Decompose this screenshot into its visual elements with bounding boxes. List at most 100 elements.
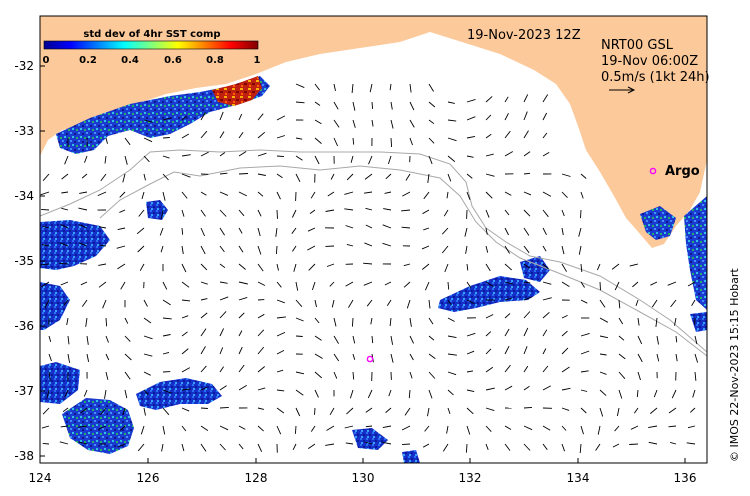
current-vector bbox=[124, 371, 131, 380]
current-vector bbox=[618, 335, 625, 341]
current-vector bbox=[78, 441, 88, 445]
current-vector bbox=[292, 443, 297, 451]
current-vector bbox=[276, 115, 286, 121]
current-vector bbox=[181, 133, 190, 139]
current-vector bbox=[485, 191, 493, 199]
current-vector bbox=[580, 263, 583, 273]
current-vector bbox=[424, 425, 430, 432]
current-vector bbox=[48, 371, 51, 381]
current-vector bbox=[257, 443, 263, 452]
current-vector bbox=[141, 191, 145, 200]
current-vector bbox=[599, 371, 607, 375]
current-vector bbox=[561, 191, 568, 199]
current-vector bbox=[599, 281, 601, 291]
current-vector bbox=[60, 281, 69, 286]
current-vector bbox=[561, 425, 567, 431]
current-vector bbox=[485, 173, 495, 177]
current-vector bbox=[504, 263, 513, 271]
current-vector bbox=[384, 281, 392, 286]
current-vector bbox=[104, 155, 107, 164]
current-vector bbox=[105, 371, 109, 380]
current-vector bbox=[257, 113, 264, 121]
current-vector bbox=[542, 112, 548, 121]
current-vector bbox=[422, 443, 430, 448]
current-vector bbox=[447, 371, 457, 376]
current-vector bbox=[447, 407, 451, 415]
current-vector bbox=[618, 299, 621, 309]
current-vector bbox=[382, 242, 392, 247]
current-vector bbox=[352, 371, 355, 380]
current-vector bbox=[105, 137, 108, 144]
current-vector bbox=[670, 441, 677, 445]
argo-float-marker bbox=[649, 167, 657, 175]
current-vector bbox=[161, 209, 164, 219]
current-vector bbox=[295, 317, 304, 322]
current-vector bbox=[295, 83, 305, 89]
current-vector bbox=[633, 407, 639, 414]
current-vector bbox=[651, 299, 658, 308]
current-vector bbox=[523, 425, 533, 431]
current-vector bbox=[428, 101, 436, 108]
current-vector bbox=[632, 281, 639, 288]
current-vector bbox=[276, 281, 282, 288]
isobaths bbox=[40, 149, 707, 357]
current-vector bbox=[295, 101, 305, 104]
current-vector bbox=[327, 191, 335, 197]
current-vector bbox=[382, 425, 392, 429]
current-vector bbox=[308, 263, 316, 271]
current-vector bbox=[67, 335, 70, 345]
current-vector bbox=[97, 191, 107, 197]
argo-float-marker bbox=[366, 355, 374, 363]
current-vector bbox=[295, 299, 303, 307]
current-vector bbox=[653, 389, 658, 398]
plot-frame bbox=[39, 15, 708, 464]
current-vector bbox=[365, 425, 373, 428]
current-vector bbox=[181, 443, 185, 452]
current-vector bbox=[561, 227, 564, 236]
current-vector bbox=[485, 227, 488, 235]
current-vector bbox=[42, 442, 50, 445]
current-vector bbox=[542, 425, 551, 431]
current-vector bbox=[687, 281, 696, 287]
current-vector bbox=[629, 263, 639, 267]
current-vector bbox=[162, 137, 170, 139]
current-vector bbox=[162, 299, 171, 306]
current-vector bbox=[409, 83, 412, 93]
current-vector bbox=[466, 263, 469, 271]
current-vector bbox=[401, 226, 411, 229]
current-vector bbox=[238, 443, 244, 450]
current-vector bbox=[238, 425, 246, 430]
current-vector bbox=[310, 425, 316, 432]
current-vector bbox=[523, 172, 531, 175]
current-vector bbox=[124, 137, 131, 146]
current-vector bbox=[326, 263, 335, 267]
current-vector bbox=[295, 281, 299, 291]
current-vector bbox=[485, 387, 495, 391]
current-vector bbox=[390, 119, 394, 129]
current-vector bbox=[409, 335, 415, 344]
current-vector bbox=[504, 385, 513, 391]
current-vector bbox=[46, 389, 50, 399]
current-vector bbox=[635, 299, 639, 307]
lat-label: -38 bbox=[14, 449, 34, 463]
current-vector bbox=[276, 389, 285, 392]
current-vector bbox=[78, 224, 88, 229]
current-vector bbox=[504, 227, 510, 236]
colorbar-tick: 0.6 bbox=[164, 55, 182, 66]
current-vector bbox=[325, 443, 335, 446]
current-vector bbox=[276, 369, 284, 373]
current-vector bbox=[291, 227, 297, 234]
current-vector bbox=[542, 94, 549, 103]
current-vector bbox=[219, 296, 229, 301]
current-vector bbox=[200, 209, 206, 217]
current-vector bbox=[181, 227, 184, 235]
current-vector bbox=[200, 281, 208, 285]
current-vector bbox=[257, 209, 262, 217]
current-vector bbox=[352, 353, 356, 360]
current-vector bbox=[292, 245, 297, 252]
current-vector bbox=[485, 314, 494, 319]
current-vector bbox=[599, 407, 604, 417]
current-vector bbox=[181, 315, 189, 319]
current-vector bbox=[60, 425, 69, 428]
current-vector bbox=[466, 299, 475, 305]
